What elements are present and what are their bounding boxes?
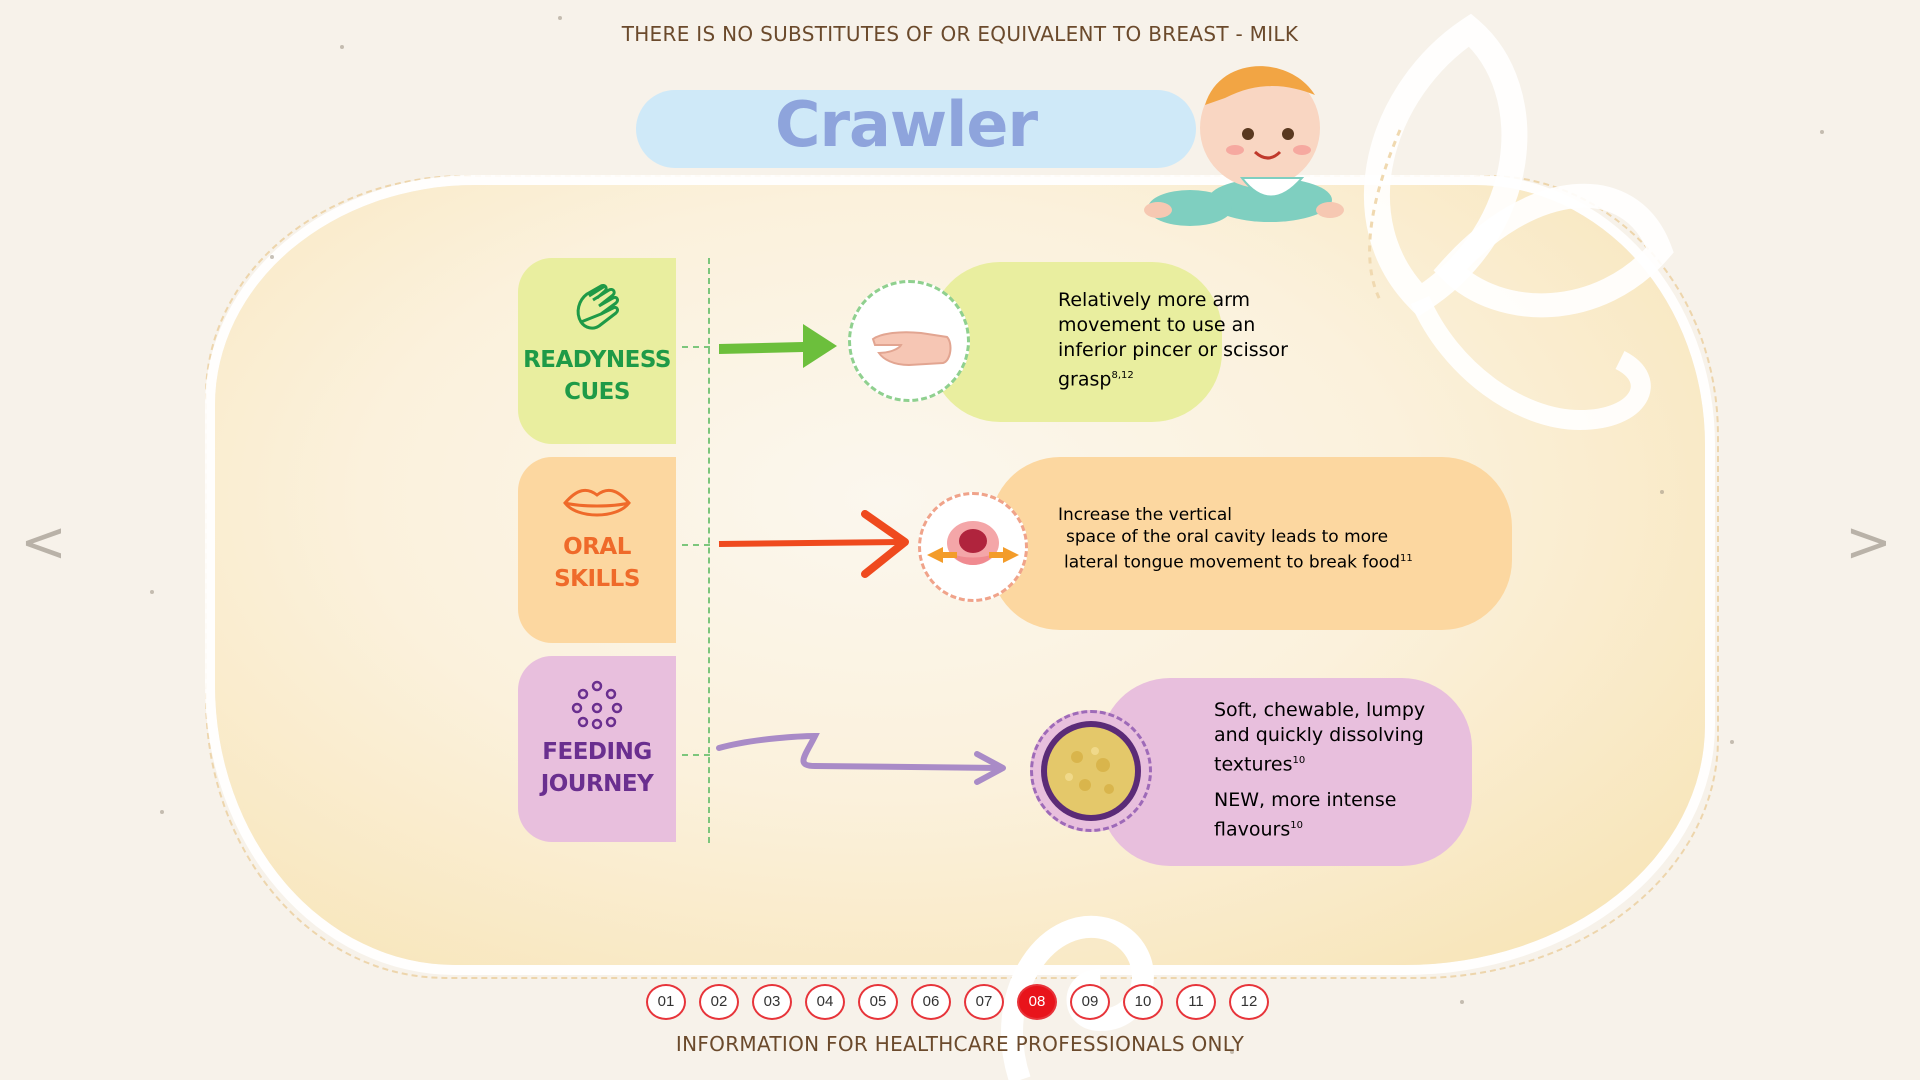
tab-feeding-journey: FEEDING JOURNEY bbox=[518, 656, 676, 842]
timeline-tick bbox=[682, 544, 710, 546]
dots-icon bbox=[571, 680, 623, 730]
hand-icon bbox=[576, 284, 619, 330]
speck bbox=[1730, 740, 1734, 744]
background-outline bbox=[205, 175, 1719, 979]
page-title: Crawler bbox=[774, 88, 1038, 161]
page-button-08-active[interactable]: 08 bbox=[1017, 984, 1057, 1020]
speck bbox=[160, 810, 164, 814]
oral-text-line3: lateral tongue movement to break food bbox=[1064, 552, 1400, 573]
next-slide-button[interactable]: > bbox=[1845, 510, 1892, 575]
tab-label-line2: SKILLS bbox=[554, 566, 640, 592]
speck bbox=[270, 255, 274, 259]
page-button-11[interactable]: 11 bbox=[1176, 984, 1216, 1020]
feeding-text-2: NEW, more intense flavours bbox=[1214, 789, 1397, 841]
feeding-reference-2: 10 bbox=[1290, 820, 1303, 831]
readiness-reference: 8,12 bbox=[1111, 370, 1134, 381]
oral-text-line2: space of the oral cavity leads to more bbox=[1066, 527, 1389, 547]
page-button-07[interactable]: 07 bbox=[964, 984, 1004, 1020]
tab-label-line1: READYNESS bbox=[523, 347, 671, 373]
page-button-03[interactable]: 03 bbox=[752, 984, 792, 1020]
readiness-text: Relatively more arm movement to use an i… bbox=[1058, 289, 1288, 391]
cereal-food-image bbox=[1030, 710, 1152, 832]
timeline-tick bbox=[682, 754, 710, 756]
tab-label-line1: ORAL bbox=[563, 534, 631, 560]
feeding-description-1: Soft, chewable, lumpy and quickly dissol… bbox=[1214, 698, 1454, 777]
readiness-description: Relatively more arm movement to use an i… bbox=[1058, 288, 1308, 392]
timeline-tick bbox=[682, 346, 710, 348]
tab-label-line2: CUES bbox=[564, 379, 630, 405]
timeline-line bbox=[708, 258, 712, 843]
oral-skills-description: Increase the vertical space of the oral … bbox=[1058, 504, 1478, 574]
lips-icon bbox=[563, 488, 631, 517]
orange-arrow-icon bbox=[718, 510, 909, 578]
page-button-04[interactable]: 04 bbox=[805, 984, 845, 1020]
open-mouth-image bbox=[918, 492, 1028, 602]
speck bbox=[1660, 490, 1664, 494]
page-button-05[interactable]: 05 bbox=[858, 984, 898, 1020]
speck bbox=[150, 590, 154, 594]
feeding-reference-1: 10 bbox=[1292, 755, 1306, 766]
page-button-12[interactable]: 12 bbox=[1229, 984, 1269, 1020]
title-banner bbox=[636, 90, 1196, 168]
healthcare-disclaimer: INFORMATION FOR HEALTHCARE PROFESSIONALS… bbox=[675, 1032, 1245, 1056]
tongue-icon bbox=[927, 521, 1019, 565]
page-button-09[interactable]: 09 bbox=[1070, 984, 1110, 1020]
oral-reference: 11 bbox=[1400, 553, 1413, 564]
previous-slide-button[interactable]: < bbox=[20, 510, 67, 575]
oral-skills-bubble bbox=[990, 457, 1512, 630]
feeding-text-1: Soft, chewable, lumpy and quickly dissol… bbox=[1214, 699, 1426, 776]
page-button-01[interactable]: 01 bbox=[646, 984, 686, 1020]
feeding-bubble bbox=[1100, 678, 1472, 866]
leaf-decoration bbox=[1363, 13, 1674, 431]
readiness-bubble bbox=[930, 262, 1222, 422]
tab-label-line2: JOURNEY bbox=[540, 771, 654, 797]
speck bbox=[1460, 1000, 1464, 1004]
tab-readiness-cues: READYNESS CUES bbox=[518, 258, 676, 444]
green-arrow-icon bbox=[719, 324, 837, 368]
page-button-02[interactable]: 02 bbox=[699, 984, 739, 1020]
page-button-06[interactable]: 06 bbox=[911, 984, 951, 1020]
speck bbox=[558, 16, 562, 20]
oral-text-line1: Increase the vertical bbox=[1058, 505, 1233, 525]
pincer-grasp-icon bbox=[871, 331, 952, 367]
speck bbox=[1820, 130, 1824, 134]
tab-oral-skills: ORAL SKILLS bbox=[518, 457, 676, 643]
hand-grasp-image bbox=[848, 280, 970, 402]
crawling-baby-illustration bbox=[1144, 66, 1344, 226]
breastmilk-disclaimer: THERE IS NO SUBSTITUTES OF OR EQUIVALENT… bbox=[621, 22, 1299, 46]
cereal-bowl-icon bbox=[1041, 721, 1141, 821]
page-button-10[interactable]: 10 bbox=[1123, 984, 1163, 1020]
purple-arrow-icon bbox=[716, 732, 1006, 785]
speck bbox=[340, 45, 344, 49]
speck bbox=[1230, 1050, 1234, 1054]
tab-label-line1: FEEDING bbox=[542, 739, 652, 765]
feeding-description-2: NEW, more intense flavours10 bbox=[1214, 788, 1454, 842]
